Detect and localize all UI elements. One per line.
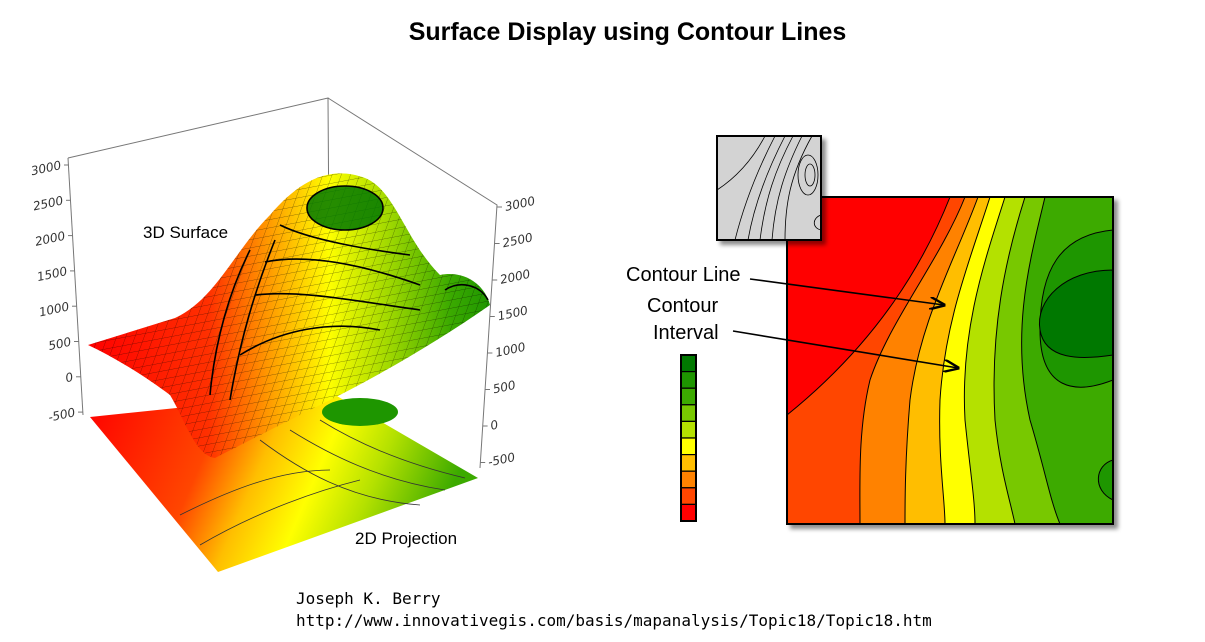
contour-line-arrow: [749, 278, 944, 305]
contour-lines-inset: [716, 135, 822, 241]
left-axis-tick-label: 500: [47, 335, 73, 354]
3d-surface: [88, 173, 490, 458]
page-title: Surface Display using Contour Lines: [408, 18, 847, 46]
right-axis-tick-label: 1000: [494, 340, 527, 360]
inset-lines: [716, 135, 822, 241]
contour-interval-arrow: [732, 330, 958, 368]
right-axis-tick-label: 1500: [496, 303, 529, 323]
left-z-axis: 3000 2500 2000 1500 1000 500 0 -500: [30, 158, 83, 425]
left-axis-tick-label: 3000: [30, 158, 63, 178]
right-z-axis: 3000 2500 2000 1500 1000 500 0 -500: [480, 194, 537, 469]
legend-swatch: [680, 420, 697, 439]
right-axis-tick-label: 2000: [499, 267, 532, 287]
legend-swatch: [680, 470, 697, 489]
legend-swatch: [680, 454, 697, 472]
legend-swatch: [680, 437, 697, 456]
left-axis-tick-label: 1500: [36, 264, 69, 284]
contour-interval-label-1: Contour: [647, 295, 719, 317]
right-axis-tick-label: 500: [492, 378, 518, 397]
right-axis-tick-label: 3000: [504, 194, 537, 214]
right-axis-tick-label: 0: [489, 417, 500, 432]
left-axis-tick-label: 2000: [34, 229, 67, 249]
legend-swatch: [680, 404, 697, 422]
legend-swatch: [680, 371, 697, 389]
left-axis-tick-label: 2500: [32, 193, 65, 213]
left-axis-tick-label: 1000: [38, 299, 71, 319]
right-axis-tick-label: 2500: [501, 230, 534, 250]
contour-interval-label-2: Interval: [653, 322, 719, 344]
projection-plane: [90, 392, 478, 572]
projection-label: 2D Projection: [355, 529, 458, 548]
left-axis-tick-label: 0: [64, 370, 75, 385]
legend-swatch: [680, 354, 697, 373]
left-axis-tick-label: -500: [47, 405, 77, 424]
surface-label: 3D Surface: [143, 223, 229, 242]
contour-line-label: Contour Line: [626, 264, 741, 286]
credit-url[interactable]: http://www.innovativegis.com/basis/mapan…: [296, 611, 932, 630]
right-axis-tick-label: -500: [487, 450, 517, 469]
credit-author: Joseph K. Berry: [296, 589, 441, 608]
legend-swatch: [680, 503, 697, 522]
legend-swatch: [680, 387, 697, 406]
color-legend: [680, 354, 697, 522]
contour-bands: [786, 196, 1114, 525]
legend-swatch: [680, 487, 697, 505]
